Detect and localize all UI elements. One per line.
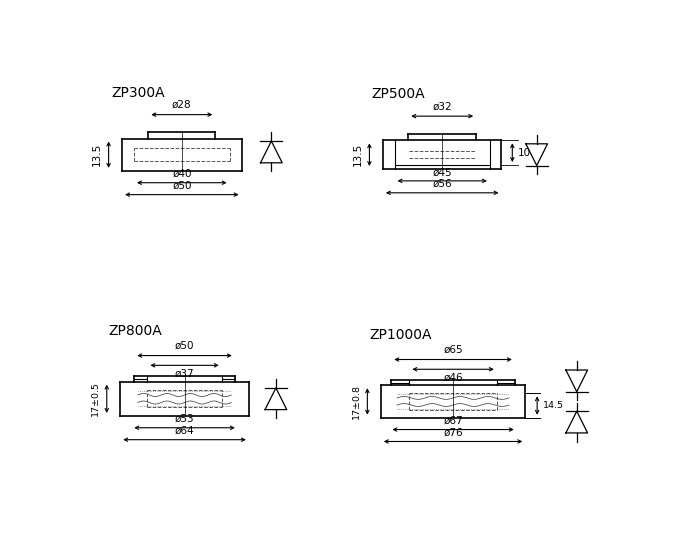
Text: ø37: ø37 [175,368,195,379]
Text: ø32: ø32 [433,101,452,111]
Text: ø67: ø67 [443,416,463,426]
Text: ø56: ø56 [433,179,452,189]
Text: ZP500A: ZP500A [372,87,426,101]
Text: ø50: ø50 [175,341,195,351]
Text: 17±0.8: 17±0.8 [352,384,361,419]
Text: ø76: ø76 [443,428,463,438]
Text: ZP800A: ZP800A [108,324,162,339]
Text: ø40: ø40 [172,169,192,179]
Text: 13.5: 13.5 [92,143,102,166]
Text: ø28: ø28 [172,100,192,110]
Text: ø53: ø53 [175,414,195,424]
Text: ø65: ø65 [443,345,463,355]
Text: 14.5: 14.5 [542,401,564,410]
Text: ø64: ø64 [175,426,195,436]
Text: ø45: ø45 [433,167,452,177]
Text: 13.5: 13.5 [353,143,363,166]
Text: 17±0.5: 17±0.5 [91,381,100,416]
Text: ZP1000A: ZP1000A [369,328,431,342]
Text: ø50: ø50 [172,181,192,191]
Text: 10: 10 [518,147,531,158]
Text: ø46: ø46 [443,373,463,383]
Text: ZP300A: ZP300A [111,85,165,100]
